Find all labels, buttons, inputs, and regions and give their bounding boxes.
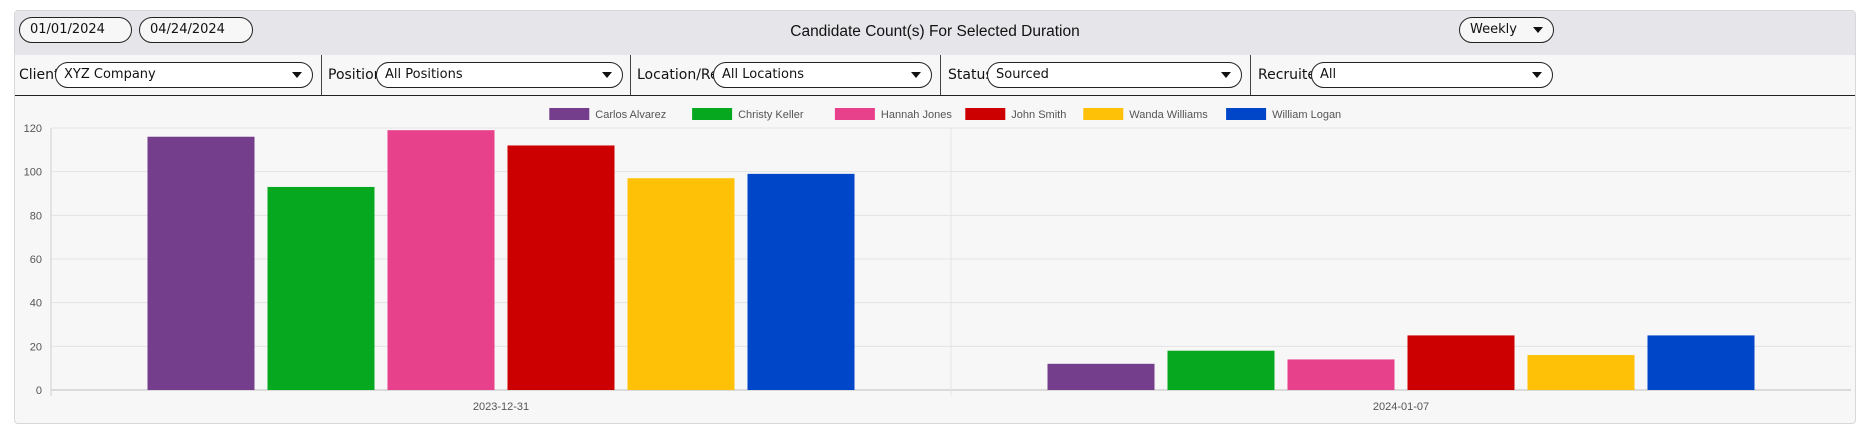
filter-divider bbox=[630, 55, 631, 95]
filter-divider bbox=[940, 55, 941, 95]
legend-swatch bbox=[965, 108, 1006, 120]
filter-label-position: Position bbox=[328, 67, 383, 83]
bar bbox=[1527, 355, 1635, 390]
client-value: XYZ Company bbox=[64, 67, 156, 82]
chevron-down-icon bbox=[911, 72, 921, 78]
x-tick-label: 2023-12-31 bbox=[473, 401, 529, 413]
filter-client: Client XYZ Company bbox=[15, 55, 321, 95]
status-select[interactable]: Sourced bbox=[987, 62, 1242, 88]
chevron-down-icon bbox=[1532, 72, 1542, 78]
filter-label-status: Status bbox=[948, 67, 993, 83]
bar bbox=[627, 178, 735, 390]
legend-swatch bbox=[834, 108, 875, 120]
filter-status: Status Sourced bbox=[941, 55, 1250, 95]
bar bbox=[1407, 335, 1515, 390]
chevron-down-icon bbox=[1533, 27, 1543, 33]
y-tick-label: 80 bbox=[30, 210, 42, 222]
position-value: All Positions bbox=[385, 67, 463, 82]
bar bbox=[1287, 359, 1395, 390]
header-bar: 01/01/2024 04/24/2024 Candidate Count(s)… bbox=[15, 11, 1855, 56]
legend-swatch bbox=[1226, 108, 1267, 120]
recruiter-value: All bbox=[1320, 67, 1337, 82]
location-select[interactable]: All Locations bbox=[713, 62, 932, 88]
legend-label: William Logan bbox=[1272, 109, 1341, 121]
y-tick-label: 0 bbox=[36, 385, 42, 397]
chart-title: Candidate Count(s) For Selected Duration bbox=[790, 23, 1080, 40]
y-tick-label: 120 bbox=[24, 123, 42, 135]
bar bbox=[1167, 350, 1275, 390]
recruiter-select[interactable]: All bbox=[1311, 62, 1553, 88]
filter-location: Location/Req All Locations bbox=[631, 55, 940, 95]
position-select[interactable]: All Positions bbox=[376, 62, 623, 88]
chevron-down-icon bbox=[292, 72, 302, 78]
legend-swatch bbox=[1083, 108, 1124, 120]
y-tick-label: 100 bbox=[24, 167, 42, 179]
location-value: All Locations bbox=[722, 67, 805, 82]
legend-swatch bbox=[692, 108, 733, 120]
bar bbox=[267, 186, 375, 390]
x-tick-label: 2024-01-07 bbox=[1373, 401, 1429, 413]
chevron-down-icon bbox=[602, 72, 612, 78]
filter-divider bbox=[321, 55, 322, 95]
interval-select[interactable]: Weekly bbox=[1459, 17, 1554, 43]
bar bbox=[507, 145, 615, 390]
legend-label: Hannah Jones bbox=[881, 109, 952, 121]
filter-label-recruiter: Recruiter bbox=[1258, 67, 1322, 83]
legend-label: Wanda Williams bbox=[1129, 109, 1208, 121]
client-select[interactable]: XYZ Company bbox=[55, 62, 313, 88]
chevron-down-icon bbox=[1221, 72, 1231, 78]
status-value: Sourced bbox=[996, 67, 1049, 82]
filter-position: Position All Positions bbox=[322, 55, 630, 95]
filter-divider bbox=[1250, 55, 1251, 95]
start-date-input[interactable]: 01/01/2024 bbox=[19, 17, 132, 43]
filter-bar: Client XYZ Company Position All Position… bbox=[15, 55, 1855, 96]
filter-label-client: Client bbox=[19, 67, 60, 83]
legend-label: John Smith bbox=[1011, 109, 1066, 121]
y-tick-label: 40 bbox=[30, 298, 42, 310]
legend-label: Christy Keller bbox=[738, 109, 804, 121]
bar bbox=[1047, 363, 1155, 390]
filter-recruiter: Recruiter All bbox=[1251, 55, 1555, 95]
legend-label: Carlos Alvarez bbox=[595, 109, 666, 121]
interval-value: Weekly bbox=[1470, 22, 1517, 37]
bar bbox=[147, 136, 255, 390]
filter-label-location: Location/Req bbox=[637, 67, 728, 83]
y-tick-label: 60 bbox=[30, 254, 42, 266]
bar bbox=[1647, 335, 1755, 390]
legend-swatch bbox=[549, 108, 590, 120]
y-tick-label: 20 bbox=[30, 341, 42, 353]
bar bbox=[747, 173, 855, 390]
end-date-input[interactable]: 04/24/2024 bbox=[139, 17, 253, 43]
bar bbox=[387, 130, 495, 390]
